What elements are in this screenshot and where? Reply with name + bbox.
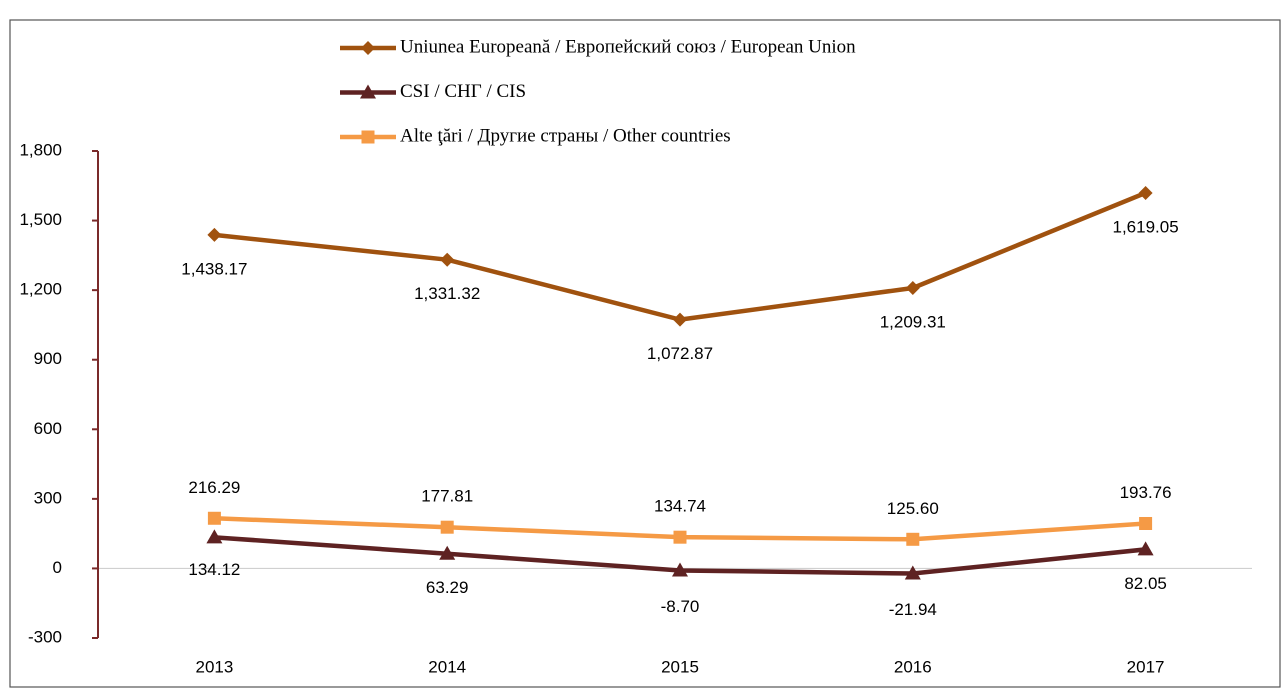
legend-label: Alte ţări / Другие страны / Other countr… [400, 125, 731, 146]
chart-frame [9, 19, 1281, 688]
marker [673, 312, 687, 327]
y-tick-label: 1,800 [19, 140, 62, 159]
x-tick-label: 2015 [661, 657, 699, 676]
data-label: -21.94 [889, 600, 937, 619]
data-label: 216.29 [188, 478, 240, 497]
legend-label: Uniunea Europeană / Европейский союз / E… [400, 36, 856, 57]
x-tick-label: 2014 [428, 657, 466, 676]
data-label: -8.70 [661, 597, 700, 616]
data-label: 1,209.31 [880, 312, 946, 331]
marker [207, 511, 221, 525]
marker [361, 41, 375, 55]
marker [905, 280, 920, 295]
marker [206, 529, 223, 544]
marker [440, 252, 455, 267]
marker [1137, 541, 1154, 556]
marker [672, 562, 688, 577]
data-label: 63.29 [426, 578, 469, 597]
y-tick-label: 600 [34, 419, 62, 438]
x-tick-label: 2016 [894, 657, 932, 676]
marker [361, 130, 375, 144]
data-label: 1,072.87 [647, 344, 713, 363]
marker [439, 545, 456, 560]
data-label: 125.60 [887, 499, 939, 518]
marker [360, 84, 376, 99]
data-label: 134.74 [654, 497, 706, 516]
marker [906, 532, 920, 546]
marker [207, 227, 222, 242]
data-label: 1,619.05 [1113, 217, 1179, 236]
y-tick-label: 1,500 [19, 210, 62, 229]
data-label: 177.81 [421, 487, 473, 506]
y-tick-label: 1,200 [19, 280, 62, 299]
x-tick-label: 2013 [195, 657, 233, 676]
x-tick-label: 2017 [1127, 657, 1165, 676]
data-label: 193.76 [1120, 483, 1172, 502]
marker [1139, 516, 1153, 530]
marker [440, 520, 454, 534]
marker [904, 565, 921, 580]
y-tick-label: 300 [34, 488, 62, 507]
y-tick-label: 900 [34, 349, 62, 368]
data-label: 1,438.17 [181, 259, 247, 278]
marker [673, 530, 687, 544]
data-label: 134.12 [188, 560, 240, 579]
marker [1138, 185, 1153, 200]
legend-label: CSI / СНГ / CIS [400, 81, 526, 102]
y-tick-label: 0 [53, 558, 62, 577]
data-label: 82.05 [1124, 574, 1167, 593]
data-label: 1,331.32 [414, 284, 480, 303]
y-tick-label: -300 [28, 627, 62, 646]
